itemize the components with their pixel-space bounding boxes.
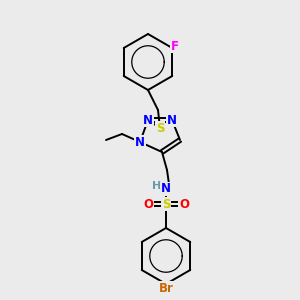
Text: S: S: [156, 122, 164, 134]
Text: N: N: [135, 136, 145, 148]
Text: Br: Br: [159, 281, 173, 295]
Text: N: N: [161, 182, 171, 196]
Text: H: H: [152, 181, 162, 191]
Text: N: N: [143, 113, 153, 127]
Text: O: O: [179, 197, 189, 211]
Text: S: S: [162, 197, 170, 211]
Text: N: N: [167, 113, 177, 127]
Text: F: F: [171, 40, 179, 52]
Text: O: O: [143, 197, 153, 211]
